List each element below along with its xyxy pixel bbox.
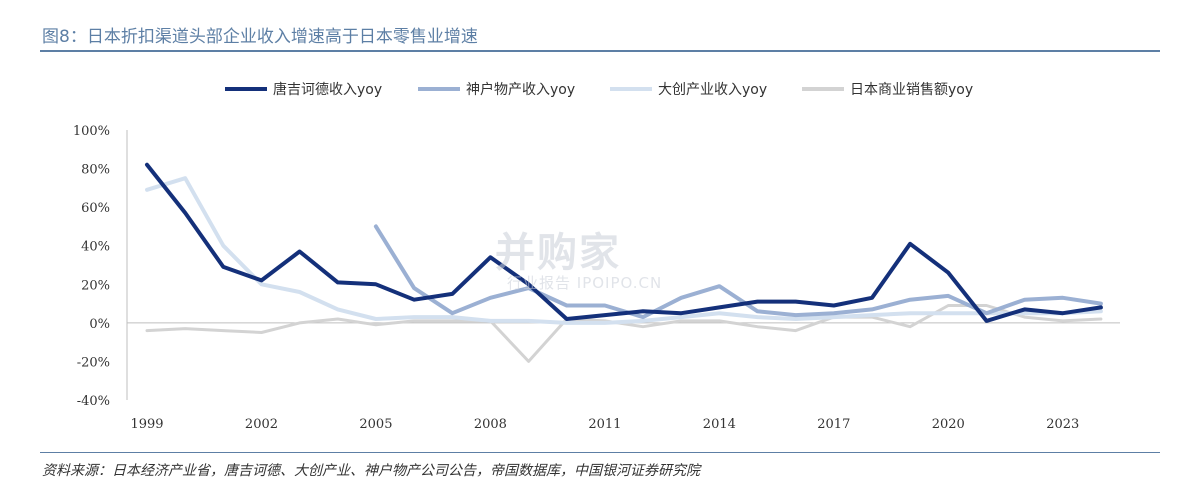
y-tick-label: 100% xyxy=(73,124,110,139)
y-tick-label: 0% xyxy=(89,317,110,332)
x-tick-label: 2005 xyxy=(359,417,392,432)
x-tick-label: 2014 xyxy=(703,417,736,432)
legend-swatch xyxy=(802,87,844,91)
title-divider xyxy=(40,50,1160,52)
x-tick-label: 2011 xyxy=(588,417,621,432)
x-tick-label: 2002 xyxy=(245,417,278,432)
y-tick-label: -20% xyxy=(77,355,110,370)
x-tick-label: 2008 xyxy=(474,417,507,432)
x-tick-label: 2020 xyxy=(932,417,965,432)
legend-item: 唐吉诃德收入yoy xyxy=(225,80,382,98)
legend-item: 大创产业收入yoy xyxy=(610,80,767,98)
legend-item: 神户物产收入yoy xyxy=(418,80,575,98)
y-tick-label: 20% xyxy=(81,278,110,293)
page-title: 图8：日本折扣渠道头部企业收入增速高于日本零售业增速 xyxy=(42,27,478,47)
source-note: 资料来源：日本经济产业省，唐吉诃德、大创产业、神户物产公司公告，帝国数据库，中国… xyxy=(42,463,700,479)
x-tick-label: 2023 xyxy=(1046,417,1079,432)
y-tick-label: -40% xyxy=(77,394,110,409)
legend-swatch xyxy=(225,87,267,91)
legend-item: 日本商业销售额yoy xyxy=(802,80,973,98)
x-tick-label: 1999 xyxy=(130,417,163,432)
legend-label: 日本商业销售额yoy xyxy=(850,82,974,98)
series-line xyxy=(145,176,1103,325)
y-tick-label: 40% xyxy=(81,240,110,255)
y-tick-label: 80% xyxy=(81,163,110,178)
source-divider xyxy=(40,452,1160,453)
series-line xyxy=(145,162,1103,323)
x-tick-label: 2017 xyxy=(817,417,850,432)
legend-swatch xyxy=(418,87,460,91)
legend-label: 大创产业收入yoy xyxy=(658,82,768,98)
legend-label: 唐吉诃德收入yoy xyxy=(273,82,383,98)
legend-label: 神户物产收入yoy xyxy=(466,82,576,98)
y-tick-label: 60% xyxy=(81,201,110,216)
legend-swatch xyxy=(610,87,652,91)
